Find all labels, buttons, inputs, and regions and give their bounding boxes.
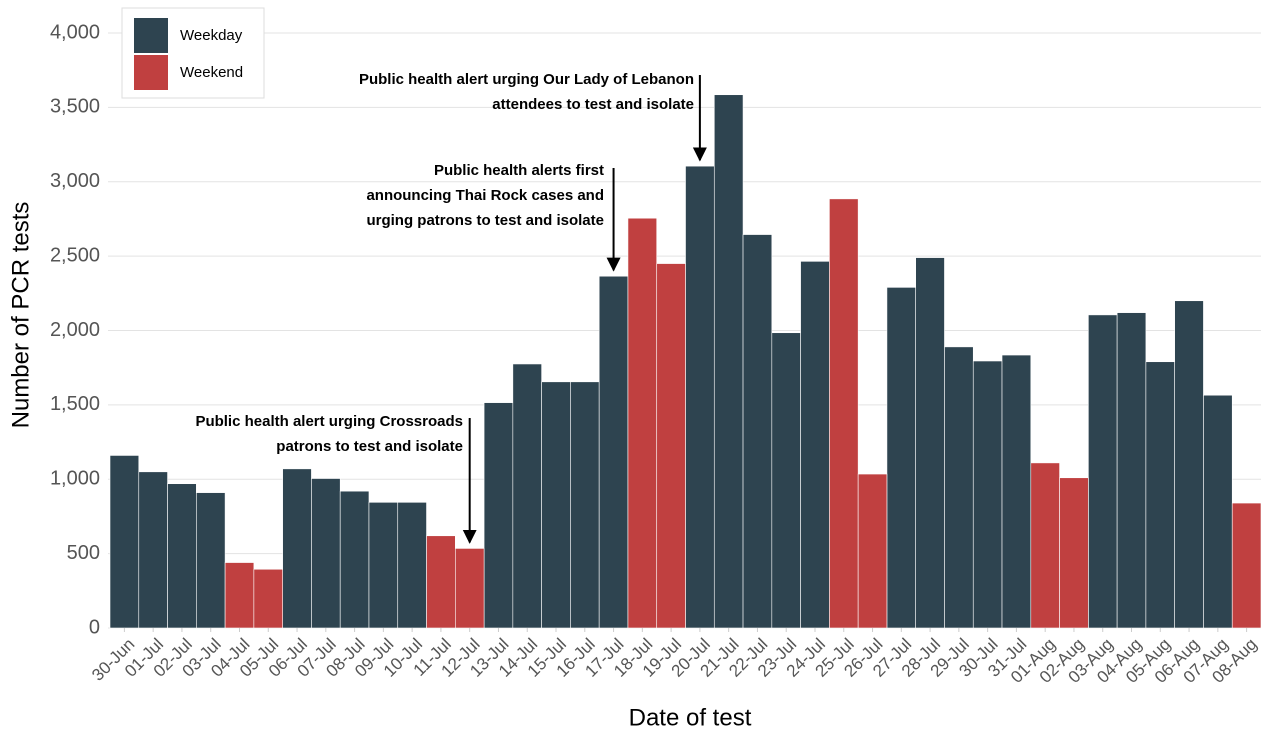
y-tick-label: 4,000 [50, 21, 100, 43]
bars [109, 94, 1261, 629]
bar [656, 263, 686, 629]
bar [167, 483, 197, 629]
y-tick-label: 1,500 [50, 393, 100, 415]
bar [944, 346, 974, 629]
legend-label: Weekend [180, 64, 243, 81]
annotation: Public health alerts first [434, 162, 604, 179]
bar [800, 261, 830, 629]
annotation: attendees to test and isolate [492, 96, 694, 113]
y-axis-title: Number of PCR tests [7, 202, 34, 429]
bar [512, 363, 542, 629]
bar [685, 165, 715, 629]
bar [857, 473, 888, 629]
legend-swatch [134, 55, 168, 90]
bar [339, 490, 370, 629]
y-tick-label: 2,500 [50, 244, 100, 266]
legend-label: Weekday [180, 27, 243, 44]
bar [1145, 361, 1175, 629]
y-tick-label: 0 [89, 616, 100, 638]
annotation: announcing Thai Rock cases and [366, 187, 604, 204]
bar [368, 502, 399, 629]
y-tick-label: 3,500 [50, 96, 100, 118]
annotation: urging patrons to test and isolate [366, 212, 604, 229]
bar [541, 381, 571, 629]
bar [196, 492, 226, 629]
bar [598, 275, 629, 629]
y-tick-label: 2,000 [50, 319, 100, 341]
bar [886, 287, 916, 629]
bar [483, 402, 514, 629]
bar [282, 468, 312, 629]
y-tick-label: 3,000 [50, 170, 100, 192]
annotation: patrons to test and isolate [276, 438, 463, 455]
bar [972, 360, 1003, 629]
bar [1088, 314, 1118, 629]
bar [713, 94, 744, 629]
bar [915, 257, 945, 629]
bar [829, 198, 859, 629]
bar [311, 478, 341, 629]
bar [224, 562, 255, 629]
annotation: Public health alert urging Our Lady of L… [359, 71, 694, 88]
bar [570, 381, 600, 629]
bar [426, 535, 456, 629]
bar [1030, 462, 1060, 629]
bar [397, 502, 427, 629]
bar [109, 455, 140, 629]
bar [454, 548, 485, 629]
legend-swatch [134, 18, 168, 53]
bar [1059, 477, 1089, 629]
bar [1203, 394, 1233, 629]
bar [1174, 300, 1204, 629]
y-tick-label: 500 [67, 542, 100, 564]
bar [627, 217, 658, 629]
bar [771, 332, 801, 629]
x-axis-title: Date of test [629, 704, 752, 731]
bar [253, 568, 283, 629]
bar [742, 234, 773, 629]
bar [1116, 312, 1147, 629]
annotation: Public health alert urging Crossroads [195, 413, 463, 430]
y-tick-label: 1,000 [50, 468, 100, 490]
bar [1001, 354, 1032, 629]
bar [138, 471, 168, 629]
bar [1231, 502, 1261, 629]
